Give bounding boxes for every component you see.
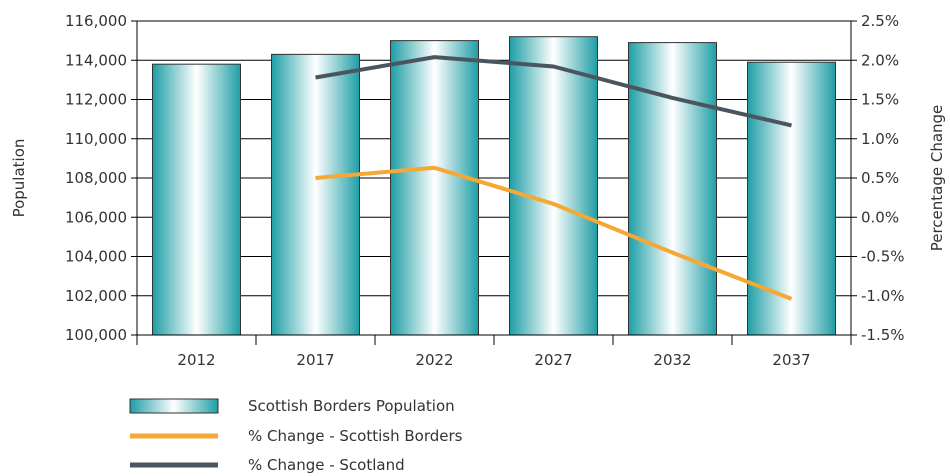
y2-tick-label: 1.0% bbox=[861, 130, 899, 148]
y2-tick-label: 2.5% bbox=[861, 12, 899, 30]
x-tick-label: 2017 bbox=[296, 351, 334, 369]
legend: Scottish Borders Population % Change - Sc… bbox=[129, 397, 463, 474]
legend-label: % Change - Scotland bbox=[248, 456, 405, 474]
y-tick-label: 102,000 bbox=[65, 287, 127, 305]
legend-label: % Change - Scottish Borders bbox=[248, 427, 463, 445]
legend-swatch-bar bbox=[129, 398, 219, 414]
bar-2022 bbox=[390, 40, 479, 336]
y-tick-label: 112,000 bbox=[65, 91, 127, 109]
line-scottish-borders-change bbox=[315, 165, 793, 301]
bar-2012 bbox=[152, 63, 241, 336]
bar-2027 bbox=[509, 36, 598, 336]
y2-tick-label: 2.0% bbox=[861, 51, 899, 69]
x-tick-label: 2032 bbox=[653, 351, 691, 369]
bar-2032 bbox=[628, 42, 717, 336]
x-tick-label: 2012 bbox=[177, 351, 215, 369]
y2-tick-label: -1.5% bbox=[861, 326, 905, 344]
y-tick-label: 114,000 bbox=[65, 51, 127, 69]
bar-2037 bbox=[747, 61, 836, 336]
tick-labels: 100,000 102,000 104,000 106,000 108,000 110,0… bbox=[65, 12, 905, 369]
bar-2017 bbox=[271, 53, 360, 336]
y2-tick-label: -0.5% bbox=[861, 248, 905, 266]
y-tick-label: 104,000 bbox=[65, 248, 127, 266]
x-tick-label: 2027 bbox=[534, 351, 572, 369]
gridlines bbox=[137, 20, 851, 336]
percent-change-lines bbox=[315, 55, 793, 301]
y-tick-label: 106,000 bbox=[65, 208, 127, 226]
x-tick-label: 2037 bbox=[772, 351, 810, 369]
y2-tick-label: 1.5% bbox=[861, 91, 899, 109]
y-tick-label: 100,000 bbox=[65, 326, 127, 344]
axes bbox=[131, 20, 857, 345]
y-tick-label: 110,000 bbox=[65, 130, 127, 148]
x-tick-label: 2022 bbox=[415, 351, 453, 369]
legend-label: Scottish Borders Population bbox=[248, 397, 455, 415]
line-scotland-change bbox=[315, 55, 792, 128]
y-tick-label: 108,000 bbox=[65, 169, 127, 187]
y2-axis-title-percentage-change: Percentage Change bbox=[928, 105, 946, 252]
population-bars bbox=[152, 36, 836, 336]
y2-tick-label: 0.5% bbox=[861, 169, 899, 187]
y2-tick-label: 0.0% bbox=[861, 208, 899, 226]
y-tick-label: 116,000 bbox=[65, 12, 127, 30]
y2-tick-label: -1.0% bbox=[861, 287, 905, 305]
y-axis-title-population: Population bbox=[10, 139, 28, 218]
